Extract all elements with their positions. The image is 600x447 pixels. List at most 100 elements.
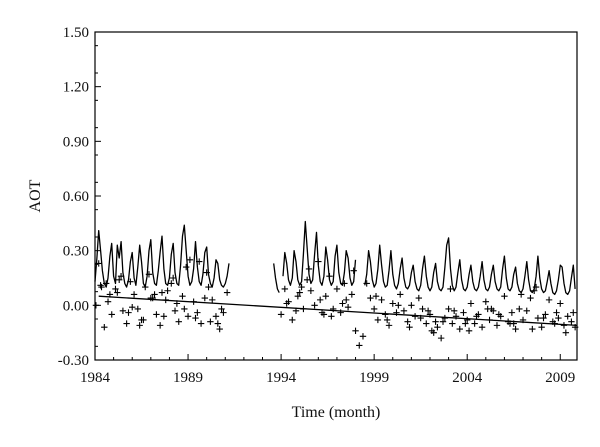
data-point	[320, 311, 328, 318]
data-point	[160, 313, 168, 320]
data-point	[101, 324, 108, 331]
data-point	[129, 303, 136, 311]
data-point	[104, 298, 112, 305]
data-point	[283, 300, 290, 307]
data-point	[482, 298, 490, 305]
data-point	[423, 320, 430, 327]
data-point	[516, 305, 523, 313]
data-point	[114, 289, 121, 296]
data-point	[445, 305, 452, 313]
data-point	[372, 293, 380, 300]
data-point	[220, 309, 227, 316]
data-point	[328, 313, 335, 320]
data-point	[169, 274, 177, 282]
data-point	[488, 305, 495, 313]
data-point	[460, 309, 467, 316]
data-point	[439, 318, 447, 325]
y-tick-label-4: 0.90	[63, 134, 89, 150]
data-point	[370, 305, 378, 313]
data-point	[186, 256, 194, 263]
data-point	[389, 300, 396, 307]
y-axis-label: AOT	[27, 179, 44, 212]
x-tick-label-5: 2009	[545, 370, 575, 386]
data-point	[555, 314, 562, 322]
x-tick-label-3: 1999	[359, 370, 389, 386]
data-point	[117, 272, 125, 280]
data-point	[434, 324, 441, 331]
data-point	[142, 283, 149, 291]
data-point	[130, 291, 138, 298]
data-point	[171, 307, 179, 314]
data-point	[508, 309, 516, 316]
data-point	[471, 320, 478, 327]
data-point	[564, 313, 571, 320]
data-point	[164, 287, 171, 294]
data-point	[339, 300, 346, 307]
data-point	[415, 294, 423, 302]
data-point	[529, 325, 536, 333]
y-axis: -0.30 0.00 0.30 0.60 0.90 1.20 1.50	[58, 25, 101, 369]
data-point	[348, 291, 356, 298]
x-tick-label-0: 1984	[80, 370, 111, 386]
data-point	[512, 325, 519, 333]
data-point	[158, 289, 166, 296]
x-axis-label: Time (month)	[292, 404, 381, 421]
data-point	[378, 296, 385, 304]
data-point	[464, 316, 471, 324]
data-point	[102, 280, 110, 287]
data-point	[214, 320, 222, 327]
data-point	[333, 285, 341, 293]
y-tick-label-3: 0.60	[63, 189, 89, 205]
data-point	[151, 291, 158, 298]
series-layer	[92, 220, 579, 349]
data-point	[296, 289, 303, 296]
data-point	[542, 311, 549, 318]
data-point	[145, 271, 153, 278]
data-point	[307, 287, 315, 294]
data-point	[115, 276, 123, 284]
data-point	[343, 296, 350, 304]
data-point	[218, 305, 225, 313]
data-point	[449, 320, 456, 327]
data-point	[196, 258, 203, 265]
data-point	[568, 318, 575, 325]
data-point	[540, 314, 547, 322]
data-point	[478, 324, 486, 331]
y-tick-label-2: 0.30	[63, 244, 89, 260]
x-axis: 1984 1989 1994 1999 2004 2009	[80, 354, 575, 386]
x-tick-label-4: 2004	[452, 370, 483, 386]
data-point	[182, 263, 190, 271]
data-point	[527, 294, 534, 302]
data-point	[192, 314, 199, 322]
data-point	[112, 285, 119, 293]
data-point	[570, 309, 577, 316]
y-tick-label-5: 1.20	[63, 80, 89, 96]
data-point	[374, 316, 382, 324]
data-point	[153, 311, 160, 318]
x-tick-label-1: 1989	[173, 370, 203, 386]
data-point	[315, 258, 322, 265]
data-point	[352, 327, 359, 335]
data-point	[532, 283, 540, 291]
data-point	[136, 322, 143, 329]
data-point	[562, 329, 570, 336]
data-point	[168, 280, 175, 287]
data-point	[397, 291, 404, 298]
y-tick-label-1: 0.00	[63, 298, 89, 314]
data-point	[473, 313, 480, 320]
data-point	[553, 309, 560, 316]
data-point	[95, 260, 102, 267]
data-point	[408, 302, 415, 309]
data-point	[277, 311, 285, 318]
data-point	[356, 342, 363, 349]
data-point	[383, 316, 391, 324]
data-point	[495, 311, 503, 318]
data-point	[294, 293, 302, 300]
series-line-1	[273, 263, 280, 293]
data-point	[209, 296, 216, 304]
data-point	[197, 320, 205, 327]
data-point	[367, 294, 374, 302]
data-point	[341, 280, 348, 287]
data-point	[432, 318, 439, 325]
data-point	[437, 334, 445, 342]
